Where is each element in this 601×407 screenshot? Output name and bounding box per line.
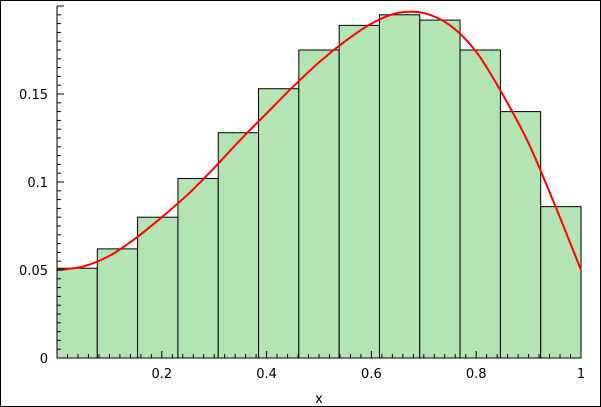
histogram-bar <box>258 88 300 359</box>
bars-layer <box>56 14 582 359</box>
y-tick-label: 0.1 <box>27 176 48 191</box>
histogram-bar <box>459 49 501 359</box>
histogram-bar <box>540 206 582 359</box>
histogram-bar <box>378 14 421 359</box>
histogram-bar <box>56 267 98 359</box>
density-curve <box>56 10 582 271</box>
histogram-bar <box>298 49 340 359</box>
histogram-bar <box>137 216 179 359</box>
x-tick-label: 0.8 <box>466 367 487 382</box>
histogram-bar <box>338 24 380 359</box>
histogram-bar <box>499 111 542 359</box>
curve-layer <box>56 10 582 271</box>
y-tick-label: 0.05 <box>19 264 48 279</box>
histogram-bar <box>96 248 139 359</box>
x-axis-label: x <box>315 392 323 406</box>
x-tick-label: 0.2 <box>151 367 172 382</box>
labels-layer: 0.2 0.4 0.6 0.8 1 0 0.05 0.1 0.15 <box>19 88 585 382</box>
x-tick-label: 1 <box>577 367 585 382</box>
histogram-bar <box>177 177 219 359</box>
histogram-bar <box>419 19 461 359</box>
y-tick-label: 0.15 <box>19 88 48 103</box>
x-tick-label: 0.6 <box>361 367 382 382</box>
axes-layer <box>56 5 582 359</box>
y-tick-label: 0 <box>40 352 48 367</box>
x-tick-label: 0.4 <box>256 367 277 382</box>
histogram-bar <box>217 132 260 359</box>
